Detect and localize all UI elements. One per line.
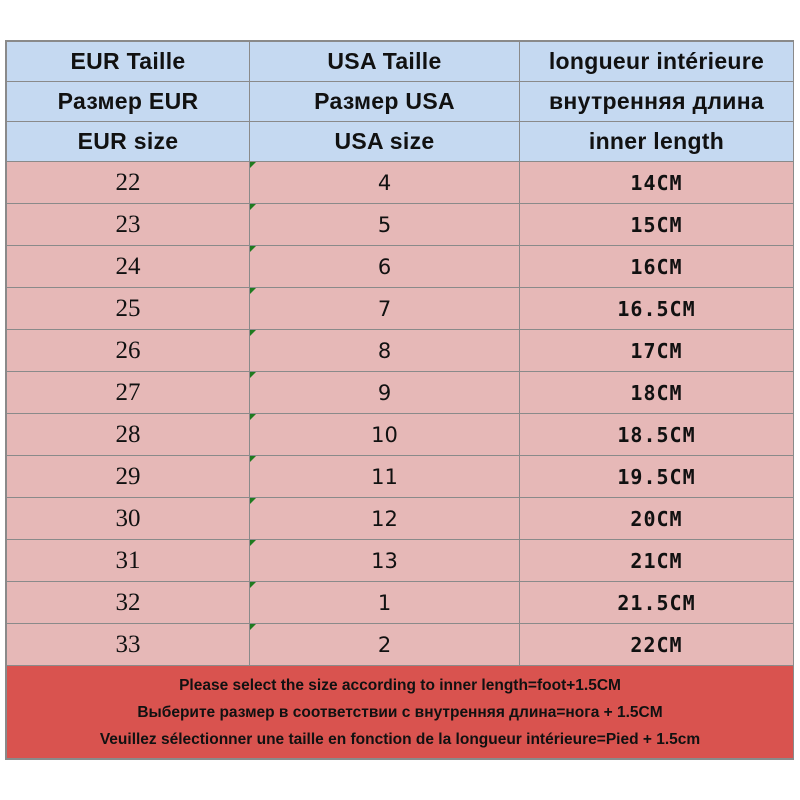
usa-size-cell: 1 [249, 581, 520, 624]
cell-marker-icon [250, 246, 256, 252]
eur-size-cell: 24 [6, 245, 250, 288]
usa-size-value: 1 [377, 590, 392, 615]
usa-size-cell: 4 [249, 161, 520, 204]
size-row: 23 5 15CM [6, 203, 794, 246]
usa-size-cell: 6 [249, 245, 520, 288]
usa-size-cell: 10 [249, 413, 520, 456]
header-eur-en: EUR size [6, 121, 250, 162]
usa-size-cell: 12 [249, 497, 520, 540]
inner-length-cell: 22CM [519, 623, 794, 666]
header-row-french: EUR Taille USA Taille longueur intérieur… [6, 41, 794, 82]
eur-size-cell: 25 [6, 287, 250, 330]
usa-size-value: 10 [371, 422, 398, 447]
cell-marker-icon [250, 330, 256, 336]
usa-size-cell: 8 [249, 329, 520, 372]
size-row: 26 8 17CM [6, 329, 794, 372]
usa-size-value: 4 [377, 170, 392, 195]
usa-size-value: 5 [377, 212, 392, 237]
usa-size-value: 7 [377, 296, 392, 321]
size-row: 32 1 21.5CM [6, 581, 794, 624]
cell-marker-icon [250, 540, 256, 546]
cell-marker-icon [250, 498, 256, 504]
size-table: EUR Taille USA Taille longueur intérieur… [6, 41, 794, 759]
note-russian: Выберите размер в соответствии с внутрен… [137, 703, 663, 721]
usa-size-cell: 7 [249, 287, 520, 330]
header-usa-en: USA size [249, 121, 520, 162]
eur-size-cell: 31 [6, 539, 250, 582]
cell-marker-icon [250, 204, 256, 210]
header-length-en: inner length [519, 121, 794, 162]
usa-size-value: 11 [371, 464, 398, 489]
usa-size-cell: 9 [249, 371, 520, 414]
eur-size-cell: 32 [6, 581, 250, 624]
inner-length-cell: 15CM [519, 203, 794, 246]
usa-size-cell: 5 [249, 203, 520, 246]
usa-size-cell: 13 [249, 539, 520, 582]
usa-size-cell: 2 [249, 623, 520, 666]
size-row: 33 2 22CM [6, 623, 794, 666]
usa-size-value: 9 [377, 380, 392, 405]
inner-length-cell: 18CM [519, 371, 794, 414]
size-row: 27 9 18CM [6, 371, 794, 414]
cell-marker-icon [250, 288, 256, 294]
header-eur-fr: EUR Taille [6, 41, 250, 82]
note-row: Please select the size according to inne… [6, 665, 794, 759]
usa-size-cell: 11 [249, 455, 520, 498]
cell-marker-icon [250, 162, 256, 168]
inner-length-cell: 21CM [519, 539, 794, 582]
eur-size-cell: 28 [6, 413, 250, 456]
note-french: Veuillez sélectionner une taille en fonc… [99, 730, 701, 748]
header-row-russian: Размер EUR Размер USA внутренняя длина [6, 81, 794, 122]
usa-size-value: 8 [377, 338, 392, 363]
inner-length-cell: 19.5CM [519, 455, 794, 498]
usa-size-value: 12 [371, 506, 398, 531]
size-row: 24 6 16CM [6, 245, 794, 288]
inner-length-cell: 18.5CM [519, 413, 794, 456]
cell-marker-icon [250, 372, 256, 378]
size-row: 31 13 21CM [6, 539, 794, 582]
inner-length-cell: 17CM [519, 329, 794, 372]
usa-size-value: 6 [377, 254, 392, 279]
note-english: Please select the size according to inne… [179, 676, 621, 694]
eur-size-cell: 30 [6, 497, 250, 540]
header-usa-fr: USA Taille [249, 41, 520, 82]
header-eur-ru: Размер EUR [6, 81, 250, 122]
eur-size-cell: 22 [6, 161, 250, 204]
size-chart: EUR Taille USA Taille longueur intérieur… [5, 40, 794, 760]
inner-length-cell: 20CM [519, 497, 794, 540]
eur-size-cell: 29 [6, 455, 250, 498]
inner-length-cell: 14CM [519, 161, 794, 204]
size-row: 28 10 18.5CM [6, 413, 794, 456]
header-usa-ru: Размер USA [249, 81, 520, 122]
usa-size-value: 13 [371, 548, 398, 573]
size-row: 29 11 19.5CM [6, 455, 794, 498]
inner-length-cell: 21.5CM [519, 581, 794, 624]
eur-size-cell: 26 [6, 329, 250, 372]
inner-length-cell: 16CM [519, 245, 794, 288]
size-row: 22 4 14CM [6, 161, 794, 204]
header-length-ru: внутренняя длина [519, 81, 794, 122]
cell-marker-icon [250, 624, 256, 630]
eur-size-cell: 27 [6, 371, 250, 414]
size-row: 25 7 16.5CM [6, 287, 794, 330]
eur-size-cell: 23 [6, 203, 250, 246]
header-row-english: EUR size USA size inner length [6, 121, 794, 162]
size-note: Please select the size according to inne… [6, 665, 794, 759]
cell-marker-icon [250, 414, 256, 420]
usa-size-value: 2 [377, 632, 392, 657]
cell-marker-icon [250, 582, 256, 588]
cell-marker-icon [250, 456, 256, 462]
size-row: 30 12 20CM [6, 497, 794, 540]
header-length-fr: longueur intérieure [519, 41, 794, 82]
eur-size-cell: 33 [6, 623, 250, 666]
inner-length-cell: 16.5CM [519, 287, 794, 330]
